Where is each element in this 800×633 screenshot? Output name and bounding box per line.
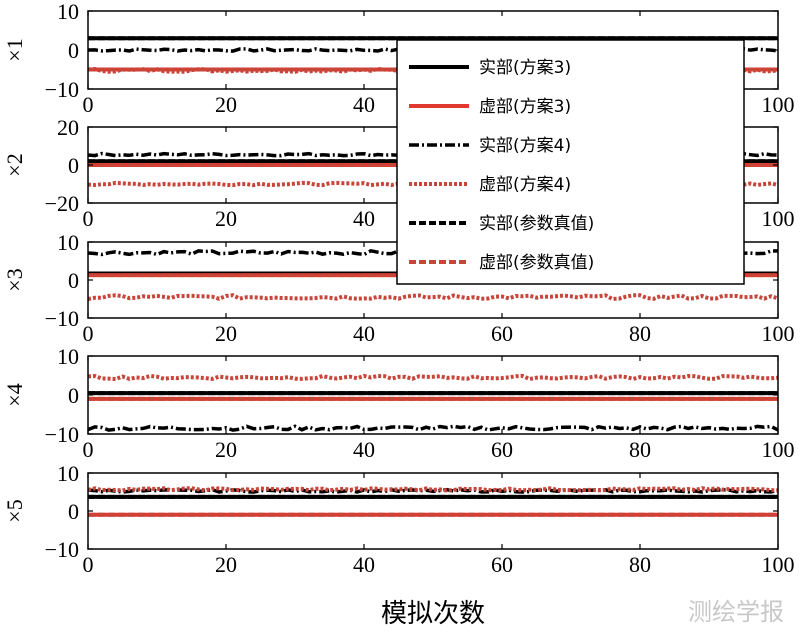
x-tick-label: 40	[353, 437, 375, 462]
series-line-5-4	[87, 486, 779, 493]
x-tick-label: 80	[629, 321, 651, 346]
x-tick-label: 0	[83, 437, 94, 462]
x-tick-label: 0	[83, 206, 94, 231]
legend-label-5: 实部(参数真值)	[479, 214, 594, 234]
plot-frame	[87, 472, 779, 550]
legend-label-6: 虚部(参数真值)	[479, 253, 594, 273]
y-tick-label: 0	[68, 268, 79, 293]
x-tick-label: 60	[491, 437, 513, 462]
x-tick-label: 80	[629, 437, 651, 462]
legend-label-3: 实部(方案4)	[479, 136, 571, 156]
y-tick-label: 10	[57, 230, 79, 255]
x-tick-label: 20	[215, 206, 237, 231]
x-tick-label: 40	[353, 206, 375, 231]
watermark: 测绘学报	[688, 598, 784, 626]
x-tick-label: 100	[762, 206, 795, 231]
y-tick-label: −20	[45, 191, 79, 216]
y-axis-label: ×5	[2, 499, 27, 522]
y-tick-label: 0	[68, 499, 79, 524]
y-tick-label: −10	[45, 306, 79, 331]
x-axis-label: 模拟次数	[381, 599, 485, 629]
y-tick-label: −10	[45, 422, 79, 447]
y-axis-label: ×1	[2, 38, 27, 61]
y-tick-label: 10	[57, 461, 79, 486]
x-tick-label: 20	[215, 552, 237, 577]
x-tick-label: 100	[762, 92, 795, 117]
legend-label-1: 实部(方案3)	[479, 58, 571, 78]
y-tick-label: −10	[45, 537, 79, 562]
y-axis-label: ×4	[2, 383, 27, 406]
x-tick-label: 20	[215, 437, 237, 462]
legend-label-2: 虚部(方案3)	[479, 97, 571, 117]
legend-box	[396, 39, 745, 285]
x-tick-label: 40	[353, 321, 375, 346]
x-tick-label: 40	[353, 552, 375, 577]
x-tick-label: 20	[215, 321, 237, 346]
series-line-3-4	[87, 293, 779, 302]
x-tick-label: 0	[83, 552, 94, 577]
series-line-4-4	[87, 373, 779, 382]
legend-label-4: 虚部(方案4)	[479, 175, 571, 195]
x-tick-label: 100	[762, 437, 795, 462]
y-axis-label: ×2	[2, 153, 27, 176]
x-tick-label: 40	[353, 92, 375, 117]
y-tick-label: 10	[57, 344, 79, 369]
x-tick-label: 20	[215, 92, 237, 117]
x-tick-label: 0	[83, 321, 94, 346]
x-tick-label: 100	[762, 552, 795, 577]
legend: 实部(方案3) 虚部(方案3) 实部(方案4) 虚部(方案4) 实部(参数真值) 虚部(参…	[396, 39, 745, 285]
y-tick-label: −10	[45, 77, 79, 102]
y-axis-label: ×3	[2, 268, 27, 291]
x-tick-label: 60	[491, 321, 513, 346]
x-tick-label: 80	[629, 552, 651, 577]
y-tick-label: 10	[57, 0, 79, 24]
x-tick-label: 0	[83, 92, 94, 117]
y-tick-label: 20	[57, 115, 79, 140]
x-tick-label: 60	[491, 552, 513, 577]
y-tick-label: 0	[68, 383, 79, 408]
y-tick-label: 0	[68, 38, 79, 63]
y-tick-label: 0	[68, 153, 79, 178]
x-tick-label: 100	[762, 321, 795, 346]
series-line-4-3	[87, 424, 779, 432]
